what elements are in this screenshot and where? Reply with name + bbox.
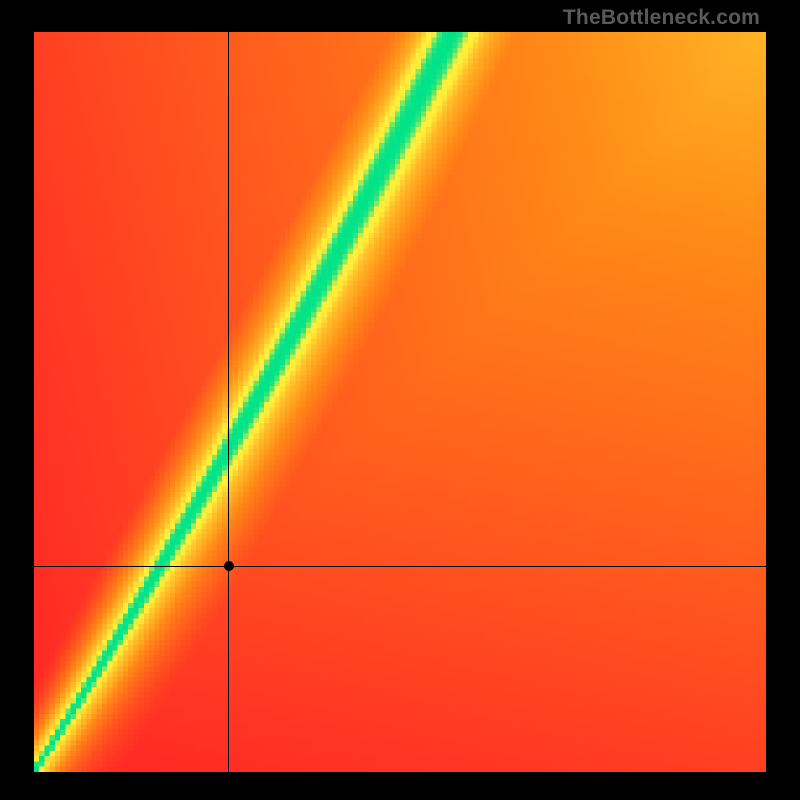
watermark-text: TheBottleneck.com <box>563 6 760 30</box>
crosshair-vertical <box>228 32 229 772</box>
heatmap-canvas <box>34 32 766 772</box>
chart-container: TheBottleneck.com <box>0 0 800 800</box>
heatmap-plot-area <box>34 32 766 772</box>
crosshair-horizontal <box>34 566 766 567</box>
data-point-marker <box>224 561 234 571</box>
